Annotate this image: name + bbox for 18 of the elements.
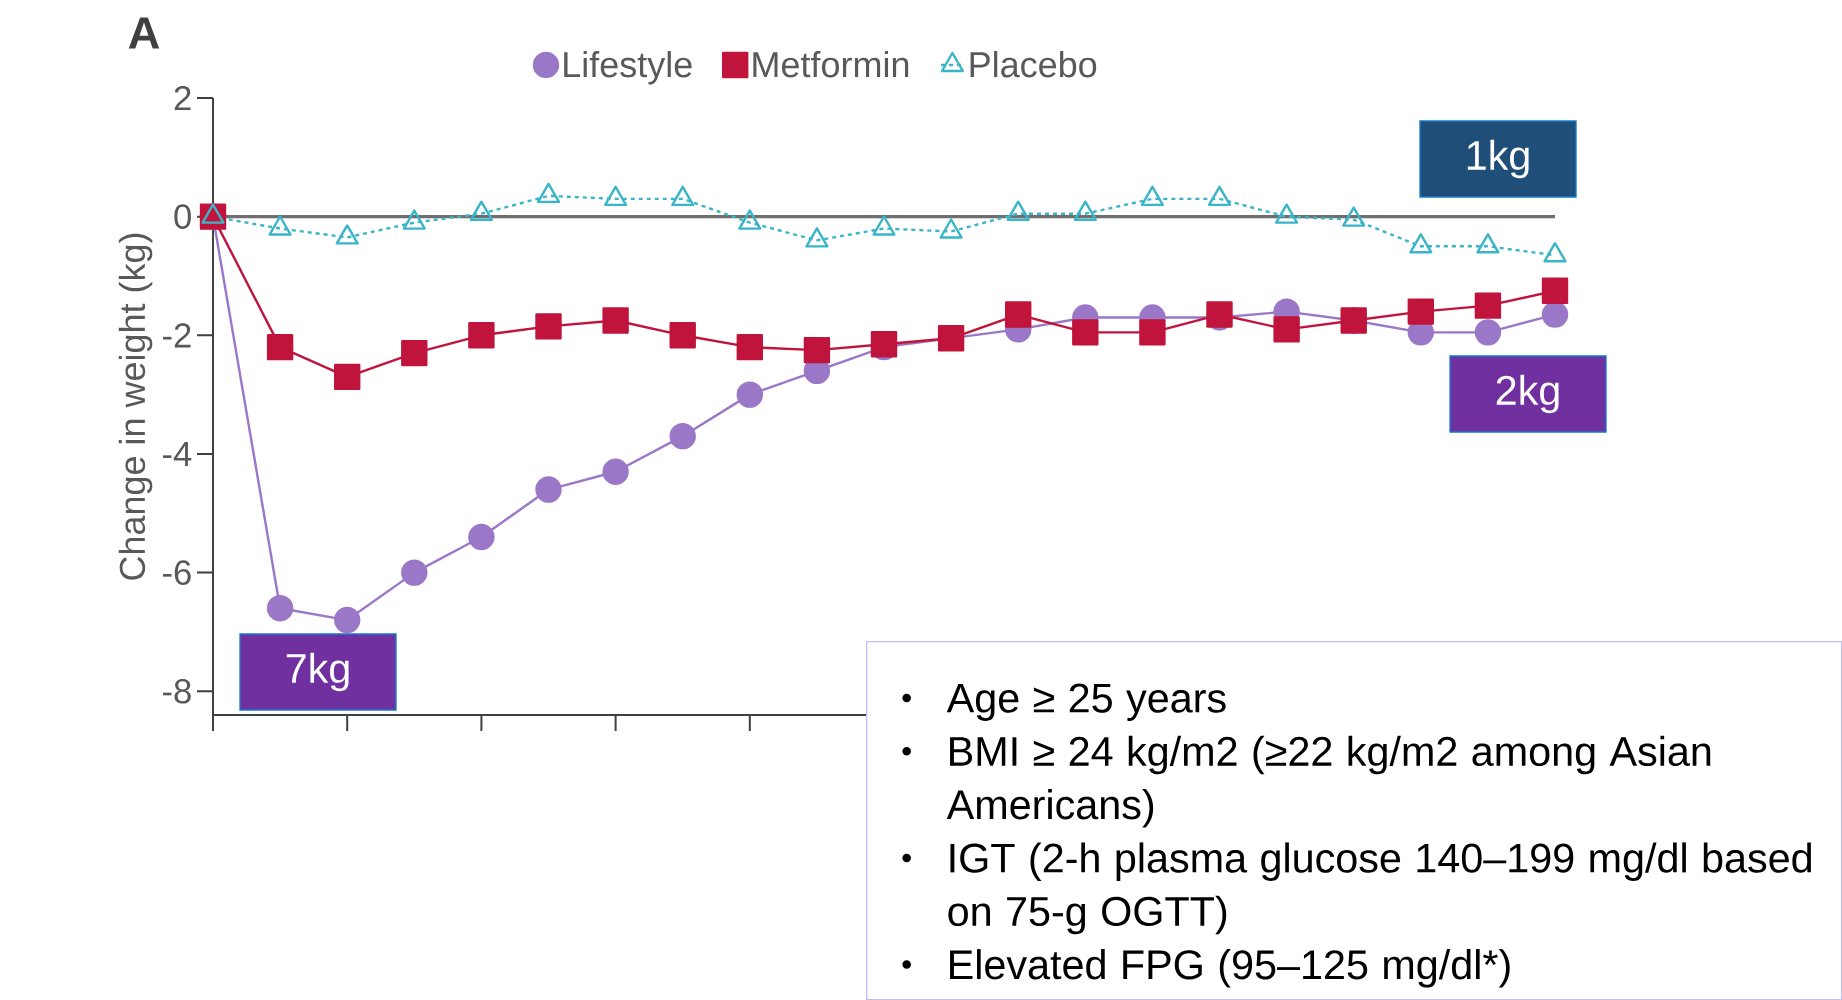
legend-label: Placebo — [970, 50, 1097, 78]
y-tick-label: -2 — [163, 323, 191, 348]
legend-label: Lifestyle — [564, 50, 692, 85]
text: IGT (2-h plasma glucose 140–199 mg/dl based on 75-g OGTT) — [948, 842, 1811, 935]
annotation: 1kg — [1467, 139, 1529, 179]
text: Elevated FPG (95–125 mg/dl*) — [950, 949, 1510, 988]
y-tick-label: -6 — [163, 560, 191, 585]
text: BMI ≥ 24 kg/m2 (≥22 kg/m2 among Asian Americans) — [946, 735, 1711, 828]
annotation: Age ≥ 25 years — [946, 683, 1226, 721]
y-tick-label: 0 — [174, 204, 191, 229]
annotation: 7kg — [286, 652, 349, 692]
y-tick-label: 2 — [174, 85, 191, 111]
y-tick-label: -4 — [163, 442, 192, 466]
annotation: 2kg — [1496, 374, 1559, 414]
y-tick-label: -8 — [163, 678, 191, 704]
legend-label: Metformin — [753, 50, 909, 78]
y-axis-title: Change in weight (kg) — [118, 233, 153, 580]
text: A — [128, 17, 160, 49]
